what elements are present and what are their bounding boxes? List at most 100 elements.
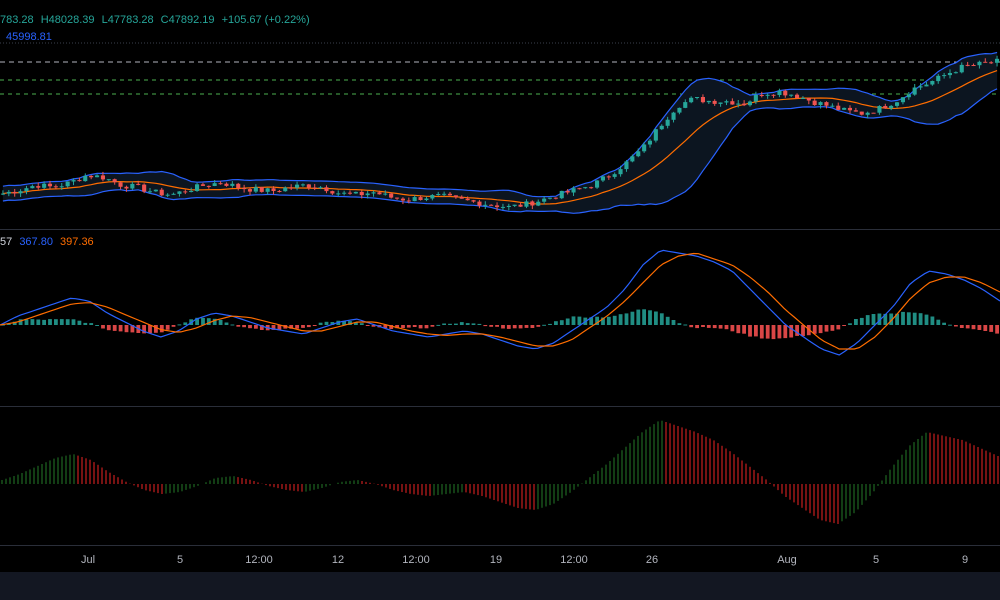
macd-histogram-bar [595,316,599,325]
macd-histogram-bar [477,323,482,325]
macd-histogram-bar [212,318,217,325]
macd-histogram-bar [642,309,646,325]
candle-body [942,75,947,77]
candle-body [924,84,929,87]
candle-body [965,64,970,66]
candle-body [865,112,870,115]
macd-histogram-bar [548,323,552,325]
macd-histogram-bar [201,317,205,325]
macd-histogram-bar [312,325,317,326]
candle-body [500,206,505,208]
macd-histogram-bar [154,325,158,333]
candle-body [259,187,264,192]
macd-histogram-bar [859,317,864,325]
candle-body [130,183,135,189]
candle-body [795,94,800,99]
candle-body [936,75,941,82]
pane-separator-2[interactable] [0,406,1000,407]
macd-histogram-bar [571,316,576,325]
candle-body [77,180,82,182]
bottom-toolbar-strip [0,572,1000,600]
macd-histogram-bar [54,319,58,325]
candle-body [895,102,900,106]
macd-histogram-bar [959,325,964,328]
candle-body [559,190,564,199]
pane-separator-1[interactable] [0,229,1000,230]
macd-histogram-bar [618,314,623,325]
candle-body [636,151,641,157]
candle-body [918,86,923,88]
candle-body [171,193,176,195]
macd-histogram-bar [971,325,976,330]
macd-histogram-bar [677,323,682,325]
macd-histogram-bar [577,316,582,325]
time-axis[interactable]: Jul 5 12:00 12 12:00 19 12:00 26 Aug 5 9 [0,546,1000,572]
candle-body [336,193,341,195]
time-label-jul: Jul [80,554,96,566]
candle-body [24,188,29,192]
time-label-aug-5: 5 [872,554,880,566]
macd-histogram-bar [954,325,958,327]
time-label-aug: Aug [777,554,797,566]
candle-body [577,188,582,190]
macd-histogram-bar [48,319,52,325]
macd-histogram-bar [712,325,717,329]
macd-histogram-bar [612,315,617,325]
macd-histogram-bar [401,325,405,328]
candle-body [459,197,464,199]
macd-histogram-bar [589,317,594,325]
macd-histogram-bar [742,325,746,334]
bb-upper-line [2,51,998,198]
macd-histogram-bar [454,323,458,325]
macd-histogram-bar [795,325,799,336]
macd-histogram-bar [701,325,705,327]
macd-histogram-bar [254,325,258,329]
candle-body [53,186,58,188]
macd-hist-value: 57 [0,236,13,248]
macd-histogram-bar [389,325,394,329]
candle-body [565,190,570,193]
macd-histogram-bar [12,321,17,325]
macd-histogram-bar [383,325,388,329]
candle-body [824,102,829,106]
candle-body [271,188,276,191]
candle-body [983,61,988,63]
chart-canvas[interactable] [0,0,1000,546]
ohlc-change: +105.67 (+0.22%) [221,14,310,26]
candle-body [265,188,270,192]
time-label-1200-b: 12:00 [402,554,430,566]
candle-body [283,187,288,192]
candle-body [589,187,594,189]
macd-histogram-bar [765,325,770,339]
macd-histogram-bar [118,325,123,332]
macd-histogram-bar [989,325,994,332]
candle-body [495,205,500,208]
macd-histogram-bar [977,325,982,330]
time-label-1200-a: 12:00 [245,554,273,566]
macd-histogram-bar [354,322,358,325]
macd-histogram-bar [106,325,111,331]
candle-body [418,197,423,200]
bb-value: 45998.81 [6,31,52,43]
macd-histogram-bar [777,325,782,339]
candle-body [230,183,235,186]
candle-body [189,191,194,192]
candle-body [159,189,164,196]
candle-body [853,110,858,112]
candle-body [724,101,729,103]
candle-body [300,184,305,186]
candle-body [83,175,88,182]
candle-body [377,192,382,195]
macd-histogram-bar [754,325,758,337]
candle-body [371,192,376,194]
candle-body [959,64,964,73]
candle-body [177,191,182,194]
candle-body [236,183,241,189]
signal-line [0,252,1000,350]
candle-body [471,200,476,202]
bb-fill [2,52,998,214]
candle-body [689,97,694,103]
macd-histogram-bar [536,325,541,327]
candle-body [95,175,100,178]
